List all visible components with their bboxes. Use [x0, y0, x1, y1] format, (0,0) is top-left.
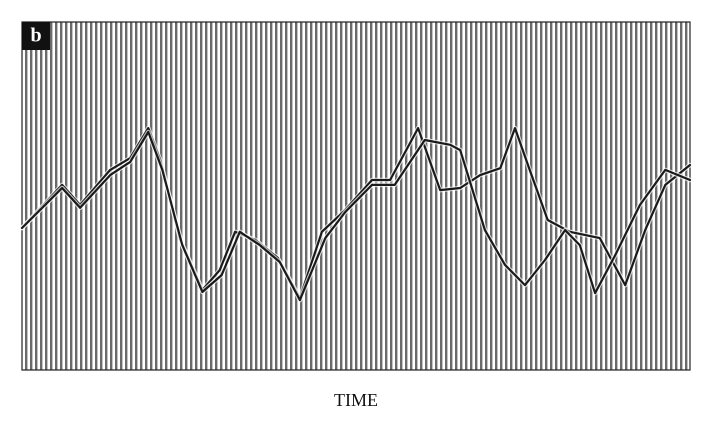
- panel-label-box: [22, 22, 50, 50]
- panel-label: b: [30, 25, 41, 47]
- x-axis-label: TIME: [334, 390, 378, 410]
- series-line: [20, 130, 692, 302]
